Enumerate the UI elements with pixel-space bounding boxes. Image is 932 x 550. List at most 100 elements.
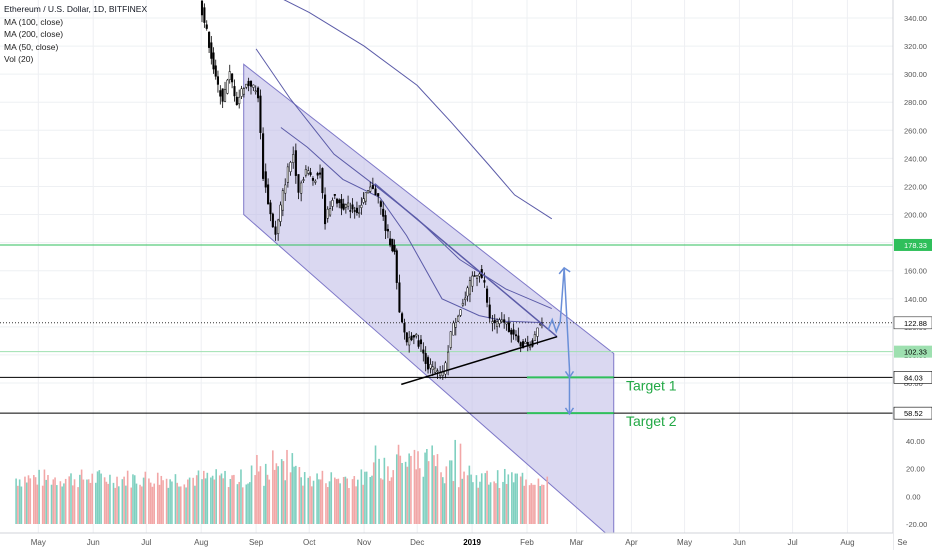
indicator-volume[interactable]: Vol (20) — [4, 54, 34, 64]
time-tick-label: Feb — [520, 538, 534, 547]
volume-bar — [422, 476, 425, 524]
price-axis[interactable]: 340.00 320.00 300.00 280.00 260.00 240.00 220.… — [892, 0, 932, 550]
volume-bar — [41, 485, 44, 524]
volume-bar — [91, 473, 94, 524]
candle-body — [419, 339, 423, 345]
volume-bar — [505, 483, 508, 524]
candle-body — [347, 202, 350, 207]
volume-bar — [365, 471, 368, 524]
volume-bar — [61, 486, 63, 524]
candle-body — [398, 282, 401, 313]
candle-body — [412, 335, 415, 338]
volume-bar — [362, 484, 364, 524]
volume-bar — [257, 471, 260, 524]
candle-body — [374, 188, 377, 196]
volume-bar — [126, 470, 129, 524]
volume-bar — [546, 476, 549, 524]
volume-bar — [335, 479, 338, 524]
volume-bar — [488, 484, 490, 524]
volume-bar — [410, 455, 412, 524]
candle-body — [353, 210, 356, 212]
candle-body — [329, 208, 332, 216]
volume-bar — [348, 488, 350, 524]
candle-body — [510, 329, 513, 335]
volume-bar — [442, 477, 444, 524]
volume-bar — [236, 484, 239, 524]
volume-bar — [151, 486, 154, 524]
volume-bar — [185, 487, 187, 524]
candle-body — [417, 340, 420, 347]
candle-body — [483, 280, 486, 283]
volume-bar — [417, 451, 419, 524]
volume-bar — [530, 483, 533, 524]
volume-bar — [371, 475, 373, 524]
chart-legend: Ethereum / U.S. Dollar, 1D, BITFINEX MA … — [4, 3, 147, 66]
time-tick-label: Dec — [410, 538, 424, 547]
volume-bar — [344, 476, 347, 524]
volume-bar — [316, 473, 318, 524]
volume-bar — [160, 475, 163, 524]
volume-bar — [493, 481, 495, 524]
volume-bar — [337, 478, 340, 524]
candle-body — [355, 207, 358, 213]
volume-bar — [264, 463, 267, 524]
volume-bar — [50, 484, 53, 524]
time-axis[interactable]: May Jun Jul Aug Sep Oct Nov Dec 2019 Feb Mar Apr May… — [0, 532, 908, 550]
candle-body — [340, 199, 343, 209]
indicator-ma200[interactable]: MA (200, close) — [4, 29, 64, 39]
volume-bar — [413, 449, 416, 524]
volume-bar — [312, 480, 315, 524]
volume-bar — [523, 485, 526, 524]
indicator-ma50[interactable]: MA (50, close) — [4, 41, 59, 52]
volume-bar — [495, 483, 497, 524]
candle-body — [262, 133, 265, 179]
candle-body — [395, 250, 398, 283]
time-tick-label: 2019 — [463, 538, 481, 547]
candle-body — [216, 76, 219, 85]
volume-bar — [204, 478, 207, 524]
volume-bar — [153, 483, 156, 524]
candle-body — [349, 210, 352, 212]
candle-body — [473, 275, 476, 277]
trendline-support — [401, 335, 558, 386]
volume-bar — [210, 477, 212, 524]
volume-tick-label: 20.00 — [906, 465, 925, 474]
volume-bar — [272, 450, 274, 524]
volume-bar — [346, 478, 348, 524]
volume-bar — [38, 469, 40, 524]
volume-bar — [231, 475, 233, 524]
indicator-ma100[interactable]: MA (100, close) — [4, 16, 64, 27]
volume-bar — [229, 478, 232, 524]
volume-bar — [105, 481, 108, 524]
candle-body — [529, 345, 532, 348]
candle-body — [281, 190, 284, 211]
volume-bar — [507, 474, 510, 524]
volume-bar — [132, 474, 134, 524]
volume-bar — [158, 484, 161, 524]
volume-bars — [15, 439, 549, 524]
volume-bar — [514, 473, 517, 524]
volume-bar — [29, 478, 32, 524]
volume-bar — [496, 470, 499, 524]
price-tick-label: 340.00 — [904, 14, 927, 23]
price-label-box — [894, 345, 932, 358]
volume-bar — [502, 481, 504, 524]
volume-bar — [118, 486, 120, 524]
price-label-box — [893, 406, 932, 420]
volume-bar — [291, 453, 294, 524]
candle-body — [208, 31, 211, 48]
candle-body — [486, 288, 489, 303]
volume-bar — [109, 474, 111, 524]
volume-bar — [233, 474, 235, 524]
candle-body — [496, 321, 499, 327]
time-tick-label: Jun — [87, 538, 100, 547]
volume-bar — [539, 486, 541, 524]
volume-bar — [114, 487, 117, 524]
volume-bar — [480, 473, 483, 524]
volume-bar — [135, 483, 138, 524]
volume-bar — [397, 444, 400, 524]
symbol-title[interactable]: Ethereum / U.S. Dollar, 1D, BITFINEX — [4, 4, 148, 14]
candle-body — [257, 87, 260, 99]
volume-bar — [401, 463, 403, 524]
